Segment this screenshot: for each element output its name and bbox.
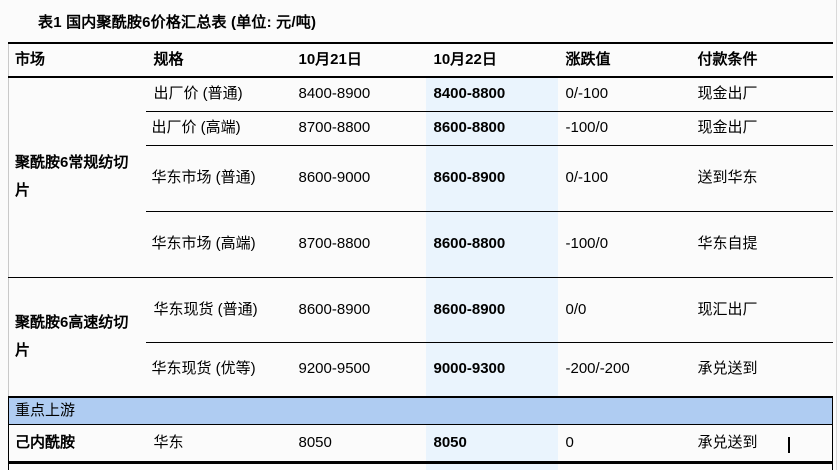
spec-cell: 华东市场 (高端)	[145, 211, 291, 278]
oct22-cell: 8600-8900	[425, 145, 558, 212]
oct22-cell: 9000-9300	[425, 342, 558, 398]
payment-cell: 现金出厂	[689, 111, 833, 146]
oct22-cell: 8050	[425, 424, 558, 464]
spec-cell: 出厂价 (高端)	[145, 111, 291, 146]
header-oct21: 10月21日	[290, 42, 426, 78]
upstream-row: 己内酰胺 华东 8050 8050 0 承兑送到	[8, 424, 833, 464]
change-cell: 0	[557, 424, 690, 464]
header-market: 市场	[8, 42, 146, 78]
table-row: 出厂价 (高端) 8700-8800 8600-8800 -100/0 现金出厂	[9, 111, 833, 146]
change-cell: -200/-200	[557, 342, 690, 398]
section-label: 重点上游	[8, 396, 833, 425]
change-cell: 0/-100	[557, 77, 690, 112]
oct22-cell: 8600-8800	[425, 111, 558, 146]
market-cell: 己内酰胺	[8, 424, 146, 464]
oct21-cell: 8600-9000	[290, 145, 426, 212]
oct22-cell: 8600-8800	[425, 211, 558, 278]
header-payment: 付款条件	[689, 42, 833, 78]
table-row: 华东现货 (优等) 9200-9500 9000-9300 -200/-200 …	[9, 342, 833, 398]
payment-cell: 华东自提	[689, 211, 833, 278]
cutoff-row	[8, 462, 833, 470]
payment-cell: 现金出厂	[689, 77, 833, 112]
table-row: 华东市场 (高端) 8700-8800 8600-8800 -100/0 华东自…	[9, 211, 833, 278]
change-cell: 0/0	[557, 277, 690, 343]
payment-text: 承兑送到	[697, 434, 758, 451]
table-row: 华东市场 (普通) 8600-9000 8600-8900 0/-100 送到华…	[9, 145, 833, 212]
spec-cell: 华东现货 (普通)	[145, 277, 291, 343]
header-oct22: 10月22日	[425, 42, 558, 78]
spec-cell: 华东市场 (普通)	[145, 145, 291, 212]
payment-cell: 现汇出厂	[689, 277, 833, 343]
spec-cell: 出厂价 (普通)	[145, 77, 291, 112]
payment-cell[interactable]: 承兑送到	[689, 424, 833, 464]
oct21-cell: 8600-8900	[290, 277, 426, 343]
change-cell: -100/0	[557, 211, 690, 278]
oct22-cell: 8600-8900	[425, 277, 558, 343]
spec-cell: 华东	[145, 424, 291, 464]
payment-cell: 送到华东	[689, 145, 833, 212]
header-spec: 规格	[145, 42, 291, 78]
oct21-cell: 9200-9500	[290, 342, 426, 398]
oct21-cell: 8700-8800	[290, 211, 426, 278]
oct21-cell: 8700-8800	[290, 111, 426, 146]
spec-cell: 华东现货 (优等)	[145, 342, 291, 398]
change-cell: -100/0	[557, 111, 690, 146]
table-row: 聚酰胺6常规纺切片 出厂价 (普通) 8400-8900 8400-8800 0…	[8, 77, 833, 278]
oct22-cell: 8400-8800	[425, 77, 558, 112]
section-row: 重点上游	[8, 396, 833, 425]
change-cell: 0/-100	[557, 145, 690, 212]
price-table: 市场 规格 10月21日 10月22日 涨跌值 付款条件 聚酰胺6常规纺切片 出…	[8, 42, 833, 470]
oct21-cell: 8050	[290, 424, 426, 464]
market-group-label: 聚酰胺6常规纺切片	[8, 77, 146, 278]
table-title: 表1 国内聚酰胺6价格汇总表 (单位: 元/吨)	[38, 14, 317, 31]
payment-cell: 承兑送到	[689, 342, 833, 398]
text-cursor	[787, 437, 790, 453]
oct21-cell: 8400-8900	[290, 77, 426, 112]
header-row: 市场 规格 10月21日 10月22日 涨跌值 付款条件	[8, 42, 833, 78]
header-change: 涨跌值	[557, 42, 690, 78]
table-row: 聚酰胺6高速纺切片 华东现货 (普通) 8600-8900 8600-8900 …	[8, 277, 833, 398]
content-edge-line	[836, 0, 837, 470]
market-group-label: 聚酰胺6高速纺切片	[8, 277, 146, 398]
